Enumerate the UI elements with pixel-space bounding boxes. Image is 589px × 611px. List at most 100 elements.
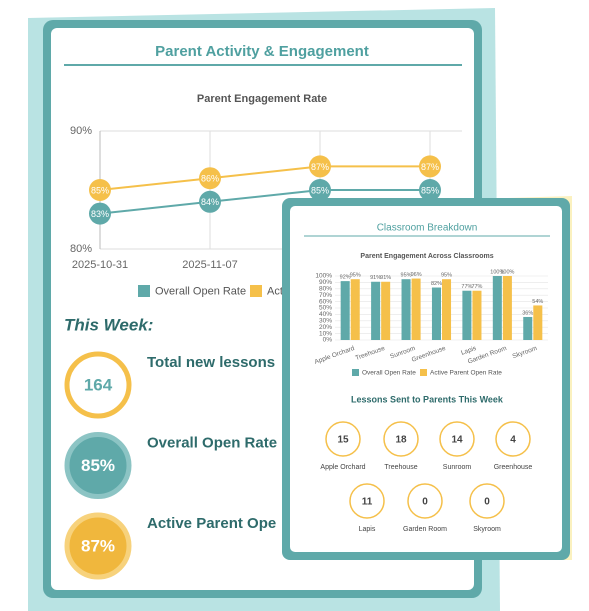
lessons-title: Lessons Sent to Parents This Week [351,394,504,404]
y-tick-label: 50% [319,305,332,312]
bar [401,279,411,340]
y-tick-label: 40% [319,311,332,318]
week-heading: This Week: [64,315,153,334]
bar [431,287,441,340]
value-label: 84% [201,197,219,207]
bar [502,276,512,340]
lesson-name: Sunroom [443,464,472,471]
point [419,155,441,178]
bar [523,316,533,340]
lesson-count: 11 [362,497,373,508]
value-label: 87% [421,162,439,172]
stat-label: Total new lessons [147,354,275,371]
bar [462,290,472,340]
y-tick-label: 100% [315,273,332,280]
y-tick-label: 80% [319,286,332,293]
lesson-circle [349,483,385,519]
lesson-name: Lapis [359,526,376,533]
stat-label: Overall Open Rate [147,434,277,451]
page-title: Parent Activity & Engagement [155,43,369,60]
value-label: 95% [441,273,452,279]
point [419,179,441,201]
legend-label: Overall Open Rate [362,370,416,377]
stat-circle [64,512,132,580]
lesson-count: 14 [451,435,463,446]
x-tick-label: 2025-10-31 [72,259,128,271]
y-tick-label: 90% [319,279,332,286]
y-tick-label: 80% [70,243,92,255]
lesson-name: Apple Orchard [320,464,365,471]
bar [442,279,452,340]
value-label: 95% [350,273,361,279]
value-label: 36% [522,310,533,316]
stat-label: Active Parent Ope [147,515,276,532]
point [89,202,111,225]
value-label: 82% [431,281,442,287]
value-label: 77% [471,284,482,290]
stat-value: 85% [81,456,115,475]
lesson-circle [325,421,361,457]
y-tick-label: 70% [319,292,332,299]
series-line [99,189,430,215]
report-page-2: Classroom Breakdown Lessons Sent to Pare… [282,196,572,560]
lesson-name: Garden Room [403,526,447,533]
point [199,167,221,190]
value-label: 85% [91,185,109,195]
lesson-count: 4 [510,435,516,446]
bar [472,290,482,340]
y-tick-label: 30% [319,318,332,325]
bar [371,281,381,340]
legend-swatch [138,285,150,297]
y-tick-label: 90% [70,125,92,137]
x-tick-label: 2025-11-07 [182,259,237,271]
chart-title: Parent Engagement Rate [197,93,327,105]
value-label: 100% [490,269,504,275]
lesson-name: Greenhouse [494,464,533,471]
stat-circle [64,351,132,419]
lesson-circle [407,483,443,519]
point [199,190,221,213]
legend-swatch [250,285,262,297]
value-label: 77% [461,284,472,290]
lesson-circle [495,421,531,457]
y-tick-label: 10% [319,330,332,337]
point [89,179,111,201]
lesson-circle [383,421,419,457]
bar [492,276,502,340]
value-label: 85% [421,185,439,195]
legend-swatch [420,369,427,376]
stat-value: 87% [81,536,115,555]
value-label: 92% [340,275,351,281]
value-label: 87% [311,162,329,172]
legend-swatch [352,369,359,376]
series-line [99,165,430,191]
value-label: 85% [311,185,329,195]
value-label: 96% [411,272,422,278]
point [309,155,331,178]
bar [350,279,360,340]
chart-title: Parent Engagement Across Classrooms [360,253,493,260]
lesson-count: 0 [484,497,490,508]
lesson-name: Skyroom [473,526,501,533]
lesson-count: 18 [395,435,407,446]
lesson-circle [469,483,505,519]
stat-value: 164 [84,375,113,394]
value-label: 95% [401,273,412,279]
bar [340,281,350,340]
bar [533,305,543,340]
y-tick-label: 20% [319,324,332,331]
value-label: 83% [91,209,109,219]
stat-circle [64,432,132,499]
lesson-circle [439,421,475,457]
value-label: 54% [532,299,543,305]
value-label: 91% [380,275,391,281]
bar [381,281,391,340]
bar [411,278,421,340]
legend-label: Overall Open Rate [155,285,246,297]
lesson-count: 0 [422,497,428,508]
point [309,179,331,201]
value-label: 86% [201,174,219,184]
y-tick-label: 0% [323,337,333,344]
